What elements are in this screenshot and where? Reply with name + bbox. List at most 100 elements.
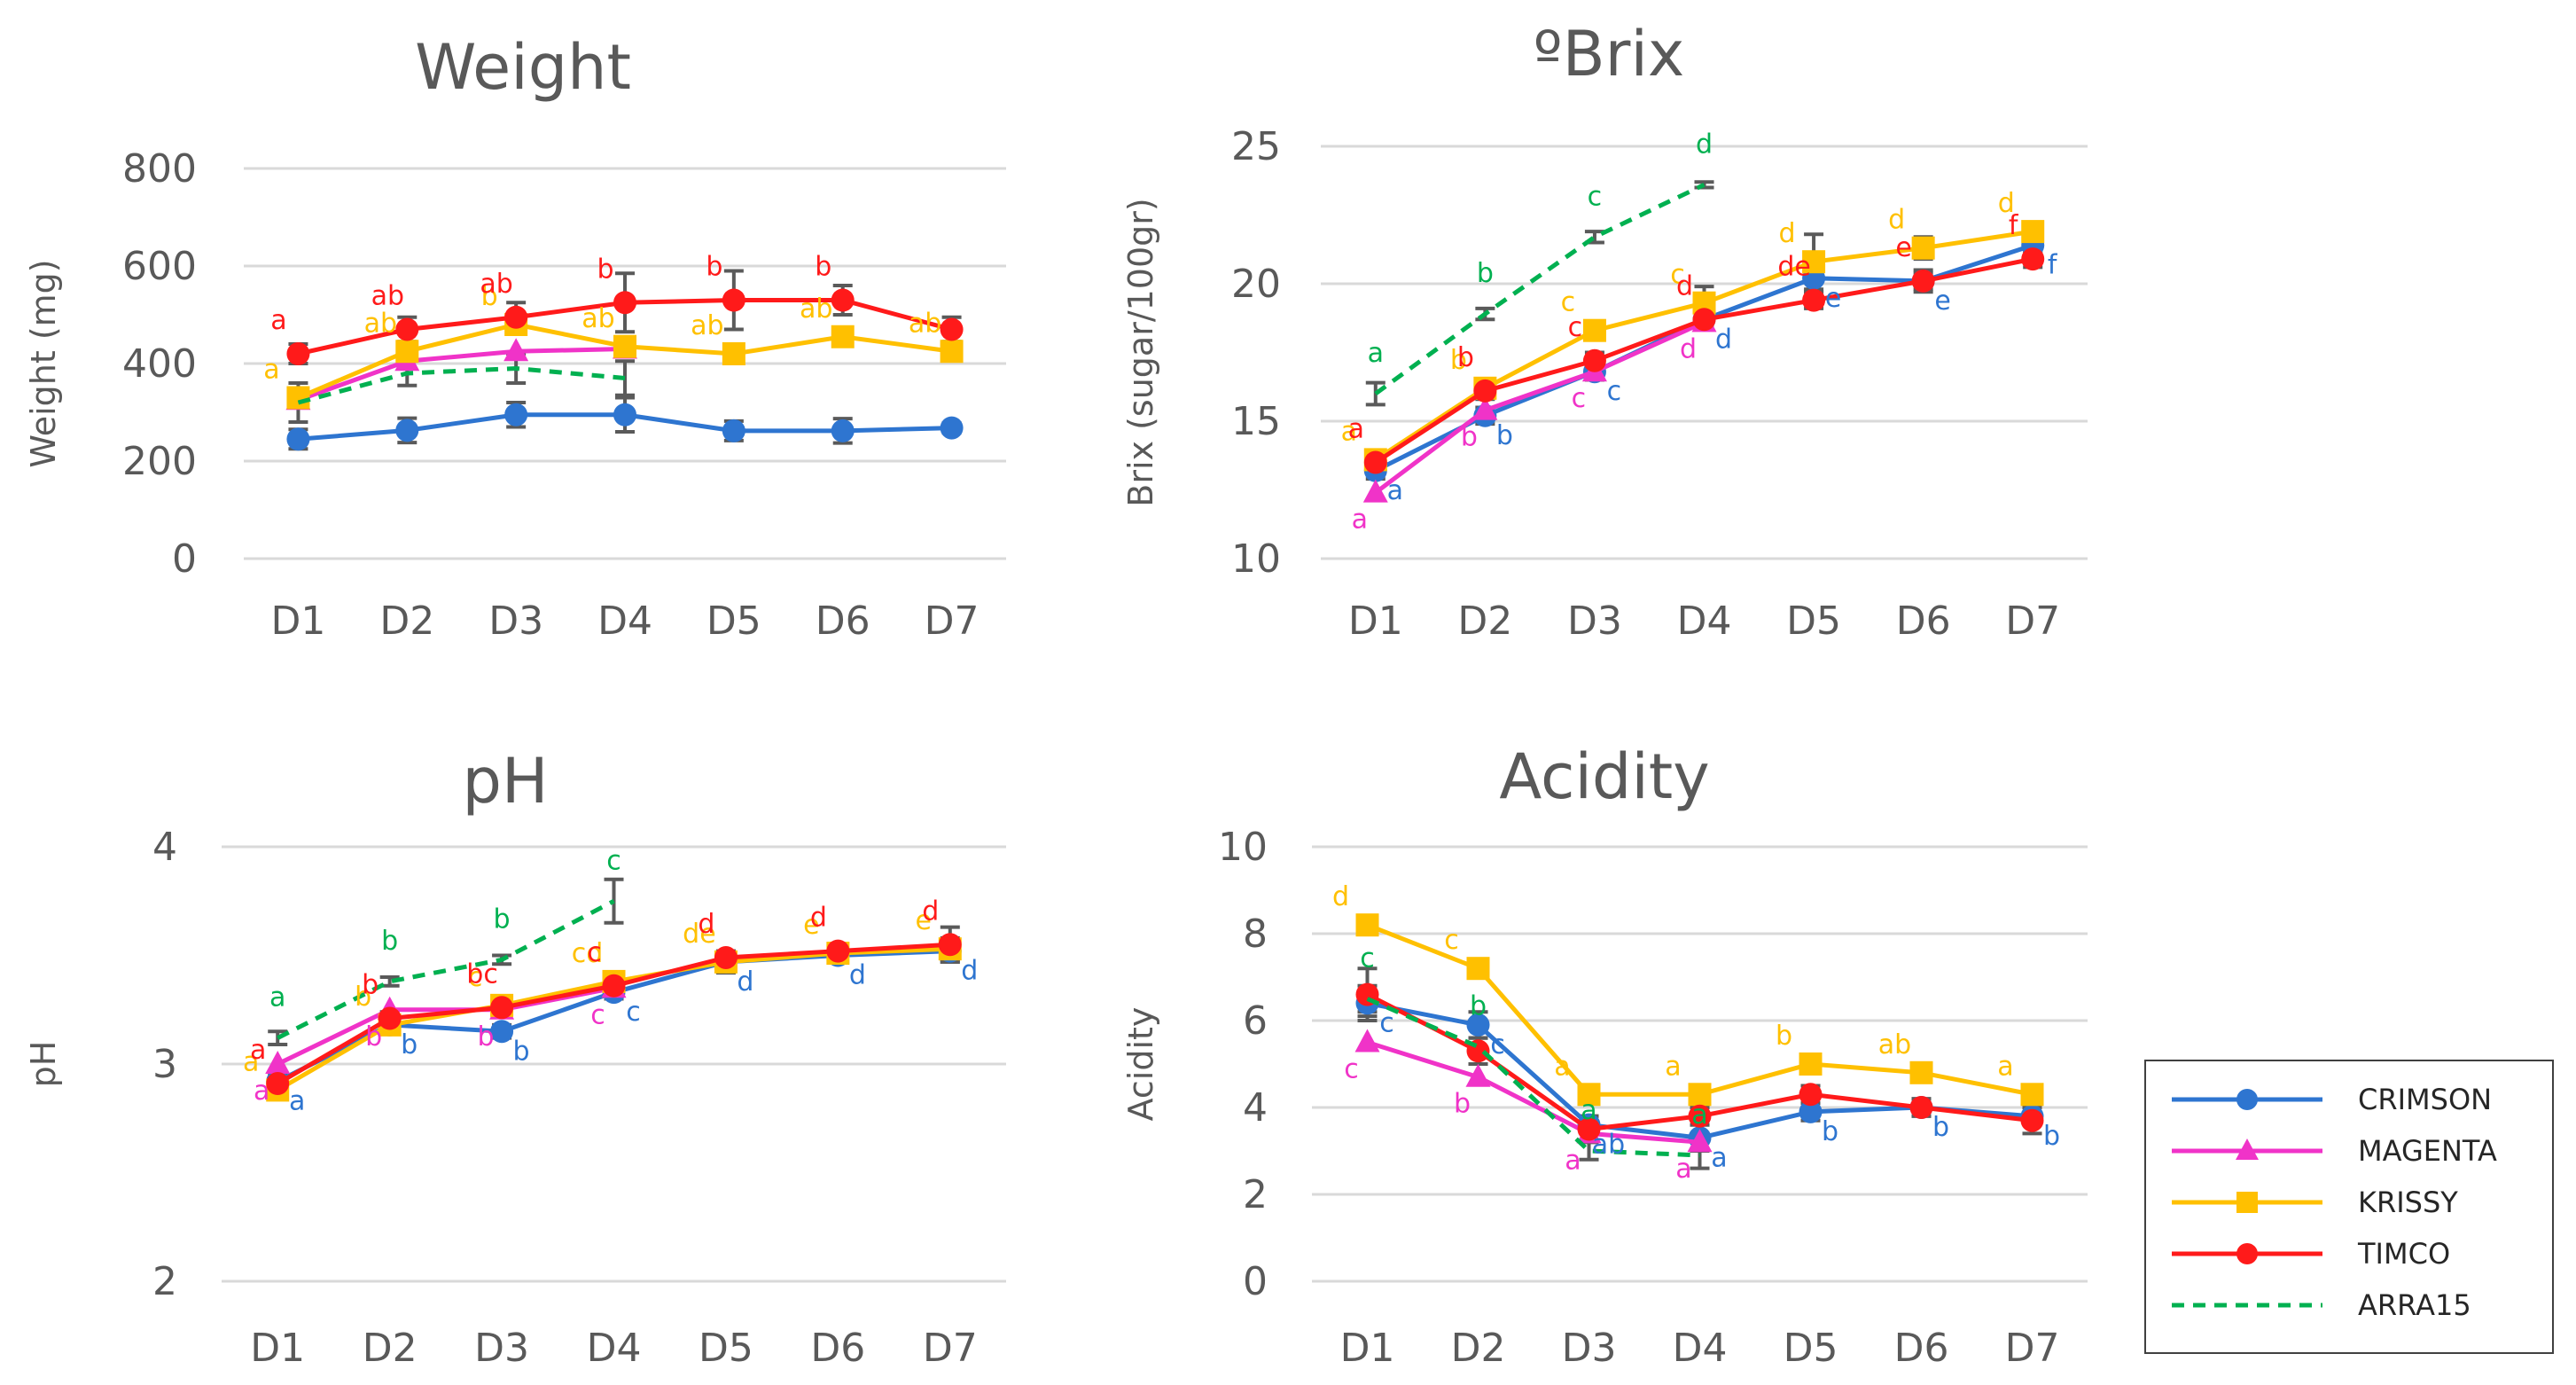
significance-label: ab <box>800 293 832 325</box>
significance-label: b <box>401 1029 418 1060</box>
significance-label: c <box>1561 287 1576 318</box>
significance-label: c <box>1360 943 1375 974</box>
legend-item-crimson: CRIMSON <box>2172 1083 2492 1116</box>
point-crimson <box>722 419 745 442</box>
x-tick-label: D4 <box>597 599 652 644</box>
x-tick-label: D4 <box>1673 1326 1728 1371</box>
point-timco <box>1577 1117 1601 1141</box>
significance-label: c <box>1379 1007 1394 1038</box>
point-timco <box>1909 1096 1933 1119</box>
x-tick-label: D7 <box>2005 599 2060 644</box>
significance-label: a <box>1997 1051 2013 1082</box>
legend-label: KRISSY <box>2358 1185 2458 1219</box>
significance-label: d <box>737 966 753 998</box>
significance-label: f <box>2009 210 2019 241</box>
significance-label: c <box>1568 312 1583 343</box>
significance-label: d <box>1715 324 1732 355</box>
point-timco <box>378 1006 402 1030</box>
significance-label: e <box>1934 286 1950 317</box>
significance-label: b <box>513 1036 530 1067</box>
x-tick-label: D2 <box>1457 599 1512 644</box>
significance-label: d <box>1888 205 1905 236</box>
legend-label: TIMCO <box>2357 1237 2450 1271</box>
significance-label: e <box>1825 283 1841 314</box>
y-tick-label: 0 <box>1243 1259 1268 1304</box>
legend-marker <box>2236 1089 2258 1110</box>
x-tick-label: D2 <box>363 1326 418 1371</box>
point-crimson <box>504 403 528 426</box>
legend-label: CRIMSON <box>2358 1083 2492 1116</box>
point-krissy <box>2020 1083 2044 1107</box>
significance-label: b <box>1932 1112 1949 1143</box>
significance-label: d <box>961 956 978 987</box>
significance-label: a <box>1581 1095 1596 1126</box>
x-tick-label: D5 <box>706 599 761 644</box>
legend-item-magenta: MAGENTA <box>2172 1134 2497 1168</box>
point-timco <box>938 933 962 957</box>
point-timco <box>826 939 850 963</box>
significance-label: a <box>1691 1099 1707 1131</box>
series-line-arra15 <box>297 365 626 405</box>
y-tick-label: 3 <box>152 1042 177 1087</box>
point-timco <box>940 317 964 341</box>
point-timco <box>504 305 528 329</box>
point-timco <box>286 342 310 365</box>
significance-label: a <box>289 1086 305 1117</box>
significance-label: d <box>810 903 827 934</box>
significance-label: de <box>683 919 716 950</box>
point-timco <box>1688 1104 1712 1128</box>
legend-item-arra15: ARRA15 <box>2172 1288 2471 1322</box>
chart-title: ºBrix <box>1534 18 1685 90</box>
significance-label: a <box>1387 475 1403 506</box>
y-tick-label: 200 <box>122 439 197 484</box>
significance-label: b <box>1457 342 1474 373</box>
significance-label: b <box>815 252 831 283</box>
significance-label: b <box>355 982 371 1013</box>
legend-marker <box>2236 1139 2259 1160</box>
point-krissy <box>2021 220 2045 244</box>
significance-label: c <box>1490 1029 1505 1060</box>
chart-weight: Weight Weight (mg) 0 200 400 600 800 D1 D2 D3 D4 D5… <box>24 31 1006 644</box>
point-krissy <box>1909 1060 1933 1084</box>
point-timco <box>722 288 745 312</box>
significance-label: c <box>1444 925 1459 956</box>
significance-label: b <box>1461 422 1478 453</box>
significance-label: b <box>1822 1116 1838 1147</box>
x-tick-label: D6 <box>1894 1326 1949 1371</box>
point-timco <box>1692 308 1716 332</box>
y-tick-label: 25 <box>1231 124 1281 169</box>
series-line-magenta <box>1374 320 1706 495</box>
significance-label: ab <box>480 269 512 300</box>
significance-label: d <box>698 909 714 940</box>
significance-label: ab <box>909 308 941 339</box>
point-krissy <box>1355 913 1379 937</box>
legend-marker <box>2236 1192 2258 1213</box>
significance-label: b <box>494 904 511 935</box>
y-axis-label: Acidity <box>1121 1007 1160 1122</box>
significance-label: a <box>263 355 279 386</box>
significance-label: a <box>1565 1145 1581 1176</box>
point-crimson <box>395 419 419 442</box>
significance-label: b <box>1776 1021 1792 1052</box>
y-tick-label: 10 <box>1231 536 1281 582</box>
x-tick-label: D5 <box>1786 599 1841 644</box>
significance-label: a <box>269 982 285 1013</box>
significance-label: c <box>1670 260 1685 291</box>
significance-label: b <box>1450 345 1467 376</box>
point-magenta <box>1687 1129 1713 1153</box>
significance-label: c <box>1588 181 1603 212</box>
point-crimson <box>940 416 964 440</box>
point-krissy <box>1466 957 1490 981</box>
significance-label: c <box>587 937 602 968</box>
point-krissy <box>1802 250 1826 274</box>
significance-label: b <box>381 926 398 957</box>
point-krissy <box>831 325 855 348</box>
point-timco <box>602 974 626 998</box>
y-tick-label: 6 <box>1243 998 1268 1044</box>
significance-label: b <box>2043 1121 2060 1152</box>
significance-label: a <box>1341 416 1357 447</box>
significance-label: c <box>1344 1054 1359 1085</box>
x-tick-label: D1 <box>1340 1326 1395 1371</box>
y-tick-label: 400 <box>122 341 197 387</box>
